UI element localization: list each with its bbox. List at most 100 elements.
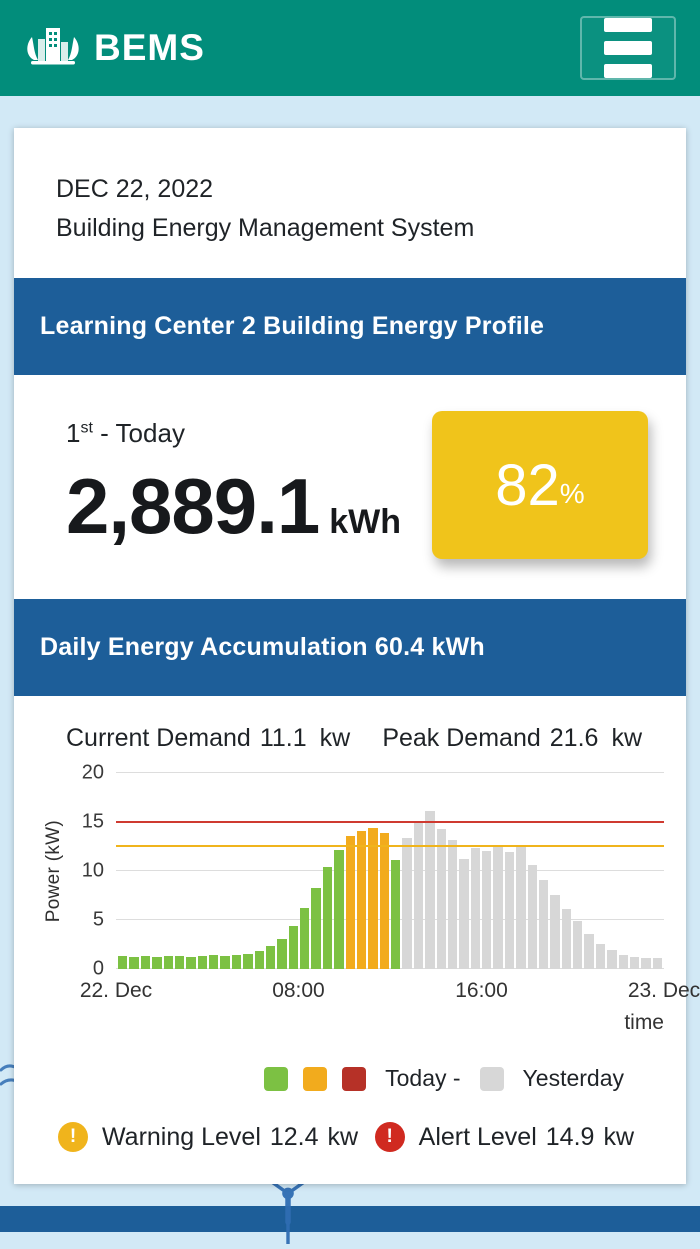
x-tick-label: 08:00 <box>272 979 325 1002</box>
gridline <box>116 968 664 969</box>
percent-value: 82 <box>495 452 560 518</box>
threshold-levels-row: ! Warning Level 12.4 kw ! Alert Level 14… <box>14 1092 686 1158</box>
chart-bar <box>425 811 435 969</box>
chart-bar <box>254 951 264 969</box>
system-title: Building Energy Management System <box>56 214 475 242</box>
energy-unit: kWh <box>329 503 402 541</box>
chart-bar <box>527 865 537 969</box>
chart-bar <box>504 852 515 969</box>
chart-bar <box>356 830 367 969</box>
y-tick-label: 0 <box>92 957 104 980</box>
chart-bar <box>118 956 128 969</box>
chart-bar <box>322 867 333 969</box>
y-axis-ticks: 0 5 10 15 20 <box>68 762 116 980</box>
energy-total: 2,889.1 kWh <box>66 461 401 552</box>
chart-bar <box>220 956 230 969</box>
chart-bar <box>436 828 446 969</box>
chart-bar <box>516 847 526 969</box>
legend-yellow-swatch <box>303 1066 328 1091</box>
chart-bar <box>163 956 173 969</box>
chart-bar <box>538 879 549 969</box>
x-tick-label: 23. Dec <box>627 979 700 1002</box>
brand: BEMS <box>24 20 205 77</box>
legend-green-swatch <box>264 1066 289 1091</box>
chart-bar <box>209 955 219 969</box>
legend-yesterday-label: Yesterday <box>522 1065 624 1091</box>
chart-bar <box>573 920 583 969</box>
intro-block: DEC 22, 2022 Building Energy Management … <box>14 128 686 278</box>
chart-bar <box>652 958 662 969</box>
warning-threshold-line <box>116 845 664 848</box>
chart-bar <box>550 894 560 969</box>
warning-icon: ! <box>58 1122 88 1152</box>
alert-level: ! Alert Level 14.9 kw <box>374 1122 634 1152</box>
bars-container <box>118 773 662 969</box>
chart-bar <box>300 908 310 969</box>
chart-bar <box>152 957 162 969</box>
chart-bar <box>402 837 412 969</box>
x-tick-label: 22. Dec <box>79 979 153 1002</box>
chart-bar <box>561 909 571 969</box>
energy-profile-body: 1st - Today 2,889.1 kWh 82 % <box>14 375 686 599</box>
legend-today-label: Today - <box>385 1065 461 1091</box>
hamburger-line <box>604 41 652 55</box>
peak-demand: Peak Demand 21.6 kw <box>382 724 642 752</box>
chart-bar <box>129 957 139 969</box>
alert-threshold-line <box>116 820 664 823</box>
chart-bar <box>641 958 651 969</box>
warning-level: ! Warning Level 12.4 kw <box>58 1122 358 1152</box>
chart-bar <box>391 860 401 969</box>
chart-bar <box>379 832 389 969</box>
chart-bar <box>345 835 355 969</box>
chart-bar <box>334 850 344 969</box>
hamburger-menu-button[interactable] <box>580 16 676 80</box>
efficiency-percent-card: 82 % <box>432 411 648 559</box>
chart-bar <box>186 957 196 969</box>
energy-total-block: 1st - Today 2,889.1 kWh <box>66 418 401 552</box>
legend-gray-swatch <box>479 1066 504 1091</box>
dashboard-card: DEC 22, 2022 Building Energy Management … <box>14 128 700 1184</box>
hamburger-line <box>604 18 652 32</box>
bems-logo-icon <box>24 20 82 77</box>
chart-bar <box>140 956 151 969</box>
daily-panel-title: Daily Energy Accumulation 60.4 kWh <box>40 633 485 661</box>
chart-bar <box>459 859 469 969</box>
y-axis-label-column: Power (kW) <box>40 773 68 969</box>
chart-bar <box>243 954 253 969</box>
y-tick-label: 10 <box>81 859 104 882</box>
chart-bar <box>174 956 185 969</box>
chart-bar <box>265 946 276 969</box>
daily-panel-header: Daily Energy Accumulation 60.4 kWh <box>14 599 686 696</box>
gridline <box>116 870 664 871</box>
x-axis-label: time <box>624 1011 664 1034</box>
hamburger-line <box>604 64 652 78</box>
chart-bar <box>197 956 207 969</box>
profile-panel-header: Learning Center 2 Building Energy Profil… <box>14 278 686 375</box>
alert-icon: ! <box>374 1122 405 1152</box>
chart-bar <box>231 955 242 969</box>
chart-bar <box>288 925 298 969</box>
chart-bar <box>584 933 594 969</box>
demand-summary-row: Current Demand 11.1 kw Peak Demand 21.6 … <box>14 696 686 757</box>
app-title: BEMS <box>94 27 205 68</box>
chart-bar <box>595 943 606 969</box>
gridline <box>116 772 664 773</box>
chart-bar <box>470 848 480 969</box>
energy-value: 2,889.1 <box>66 462 320 550</box>
chart-bar <box>493 845 503 969</box>
chart-bar <box>311 887 321 969</box>
demand-chart: Power (kW) 0 5 10 15 20 22. Dec 08:00 16:00 23.… <box>40 762 700 1035</box>
current-demand: Current Demand 11.1 kw <box>66 724 351 752</box>
y-axis-label: Power (kW) <box>43 819 64 923</box>
chart-bar <box>413 821 424 969</box>
date-text: DEC 22, 2022 <box>56 175 214 203</box>
y-tick-label: 15 <box>81 810 104 833</box>
plot-column: 22. Dec 08:00 16:00 23. Dec time <box>80 772 700 1035</box>
chart-bar <box>629 957 640 969</box>
percent-sign: % <box>559 478 585 509</box>
chart-bar <box>368 827 378 969</box>
chart-bar <box>618 955 628 969</box>
chart-bar <box>277 938 287 969</box>
plot-area <box>116 772 664 969</box>
app-header: BEMS <box>0 0 700 96</box>
